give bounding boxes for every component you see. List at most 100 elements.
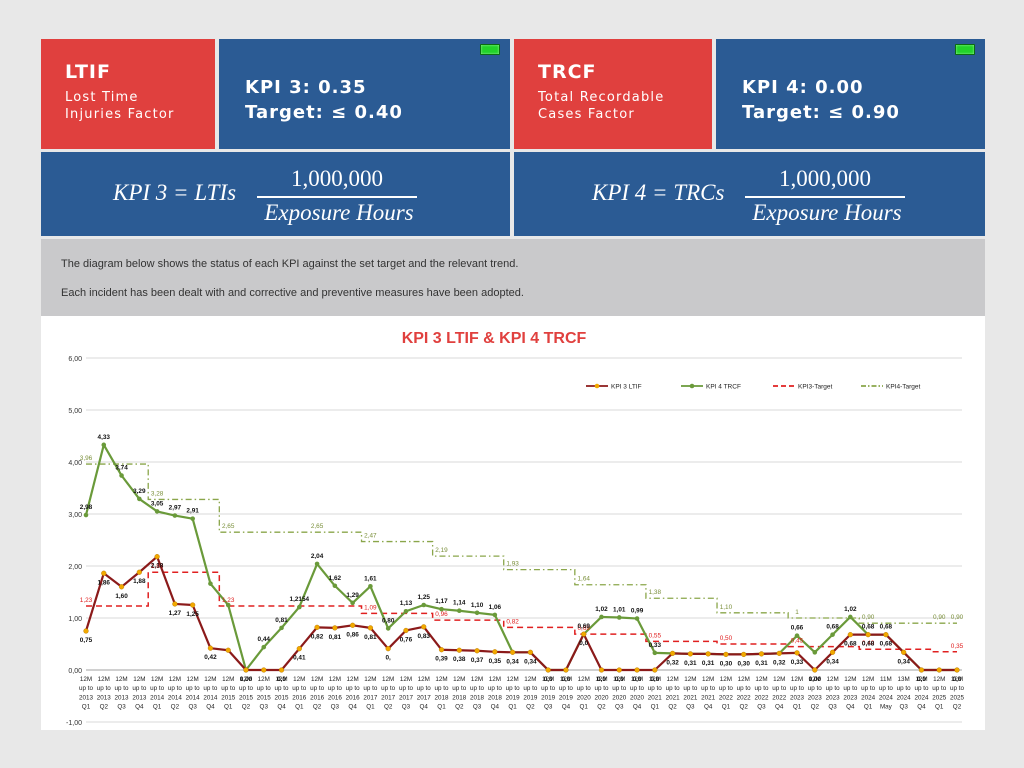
x-tick-label: up to: [879, 685, 894, 692]
kpi3-ltif-label: 0,33: [791, 659, 804, 666]
x-tick-label: 12M: [400, 676, 412, 683]
x-tick-label: 12M: [542, 676, 554, 683]
x-tick-label: 12M: [791, 676, 803, 683]
x-tick-label: up to: [275, 685, 290, 692]
kpi4-trcf-label: 0,68: [862, 624, 875, 631]
kpi3-ltif-point: [723, 651, 729, 658]
x-tick-label: up to: [452, 685, 467, 692]
x-tick-label: up to: [470, 685, 485, 692]
kpi4-trcf-point: [190, 516, 195, 521]
x-tick-label: 2024: [879, 694, 894, 701]
x-tick-label: Q4: [633, 704, 642, 711]
kpi4-trcf-point: [474, 610, 480, 616]
legend: KPI 3 LTIF KPI 4 TRCF KPI3-Target KPI4-Targ…: [586, 384, 921, 391]
x-tick-label: Q1: [864, 704, 873, 711]
kpi3-ltif-point: [278, 667, 285, 673]
x-tick-label: 12M: [115, 676, 127, 683]
kpi3-ltif-label: 0,30: [720, 660, 733, 667]
x-tick-label: up to: [435, 685, 450, 692]
x-tick-label: 2017: [363, 694, 378, 701]
x-tick-label: 12M: [453, 676, 465, 683]
kpi4-trcf-label: 0,44: [258, 636, 271, 643]
kpi3-ltif-point: [758, 651, 765, 657]
x-tick-label: 2018: [488, 694, 503, 701]
kpi3-target-label: 0,40: [862, 640, 875, 647]
x-tick-label: 2014: [168, 694, 183, 701]
x-tick-label: 2016: [310, 694, 325, 701]
kpi4-trcf-label: 2,04: [311, 553, 324, 560]
kpi4-trcf-label: 1,06: [489, 604, 502, 611]
kpi3-ltif-label: 0,86: [346, 631, 359, 638]
x-tick-label: up to: [257, 685, 272, 692]
legend-label: KPI 3 LTIF: [611, 384, 642, 391]
kpi4-trcf-label: 1,01: [613, 606, 626, 613]
x-tick-label: up to: [737, 685, 752, 692]
kpi4-trcf-point: [492, 612, 498, 618]
x-tick-label: 2014: [150, 694, 165, 701]
x-tick-label: Q3: [899, 704, 908, 711]
kpi3-ltif-label: 0,68: [880, 641, 893, 648]
x-tick-label: Q3: [188, 704, 197, 711]
x-tick-label: up to: [683, 685, 698, 692]
kpi3-ltif-label: 0,34: [524, 658, 537, 665]
x-tick-label: 2020: [630, 694, 645, 701]
x-tick-label: up to: [328, 685, 343, 692]
kpi4-trcf-label: 2,97: [169, 505, 182, 512]
x-tick-label: 12M: [435, 676, 447, 683]
kpi3-ltif-point: [687, 651, 693, 657]
x-tick-label: 2021: [701, 694, 716, 701]
x-tick-label: up to: [719, 685, 734, 692]
x-tick-label: 2021: [666, 694, 681, 701]
kpi3-ltif-point: [154, 554, 160, 560]
kpi3-ltif-point: [421, 624, 427, 630]
kpi3-ltif-label: 0,35: [489, 658, 502, 665]
x-tick-label: 12M: [933, 676, 945, 683]
kpi3-ltif-label: 0,34: [897, 658, 910, 665]
x-tick-label: up to: [701, 685, 716, 692]
x-tick-label: up to: [932, 685, 947, 692]
y-tick-label: 2,00: [68, 564, 82, 571]
kpi4-trcf-label: 1,29: [346, 592, 359, 599]
x-tick-label: 2018: [470, 694, 485, 701]
x-tick-label: 2016: [346, 694, 361, 701]
x-tick-label: Q3: [260, 704, 269, 711]
kpi3-ltif-point: [261, 667, 267, 673]
x-tick-label: up to: [381, 685, 396, 692]
x-tick-label: 12M: [347, 676, 359, 683]
kpi3-target-label: 1,88: [151, 563, 164, 570]
kpi4-target-label: 1: [795, 609, 799, 616]
legend-marker: [594, 383, 600, 389]
x-tick-label: 12M: [418, 676, 430, 683]
kpi4-trcf-point: [83, 512, 89, 518]
kpi4-trcf-label: 3,29: [133, 488, 146, 495]
kpi3-ltif-label: 0,0: [544, 676, 553, 683]
kpi3-ltif-point: [847, 632, 853, 638]
x-tick-label: 2023: [826, 694, 841, 701]
kpi4-trcf-label: 0,66: [791, 625, 804, 632]
x-tick-label: Q4: [135, 704, 144, 711]
kpi3-target: Target: ≤ 0.40: [245, 102, 403, 123]
kpi3-ltif-point: [563, 667, 569, 673]
x-tick-label: 2020: [577, 694, 592, 701]
x-tick-label: up to: [239, 685, 254, 692]
kpi3-ltif-point: [332, 625, 338, 631]
kpi3-ltif-label: 0,83: [418, 633, 431, 640]
x-tick-label: Q1: [793, 704, 802, 711]
x-tick-label: up to: [612, 685, 627, 692]
kpi3-target-label: 1,09: [364, 604, 377, 611]
kpi3-fraction-bar: [257, 196, 417, 198]
kpi3-ltif-point: [741, 651, 747, 658]
kpi4-trcf-point: [830, 632, 835, 637]
x-tick-label: 12M: [524, 676, 536, 683]
x-tick-label: 2021: [683, 694, 698, 701]
x-tick-label: up to: [310, 685, 325, 692]
x-tick-label: Q1: [651, 704, 660, 711]
ltif-tile: LTIF Lost Time Injuries Factor: [41, 39, 215, 149]
kpi3-ltif-label: 0,32: [773, 659, 786, 666]
kpi4-trcf-point: [456, 608, 462, 614]
x-tick-label: 12M: [98, 676, 110, 683]
kpi3-ltif-point: [545, 667, 551, 673]
notes-panel: The diagram below shows the status of ea…: [41, 239, 985, 316]
kpi4-trcf-point: [314, 561, 320, 567]
x-tick-label: 12M: [809, 676, 821, 683]
